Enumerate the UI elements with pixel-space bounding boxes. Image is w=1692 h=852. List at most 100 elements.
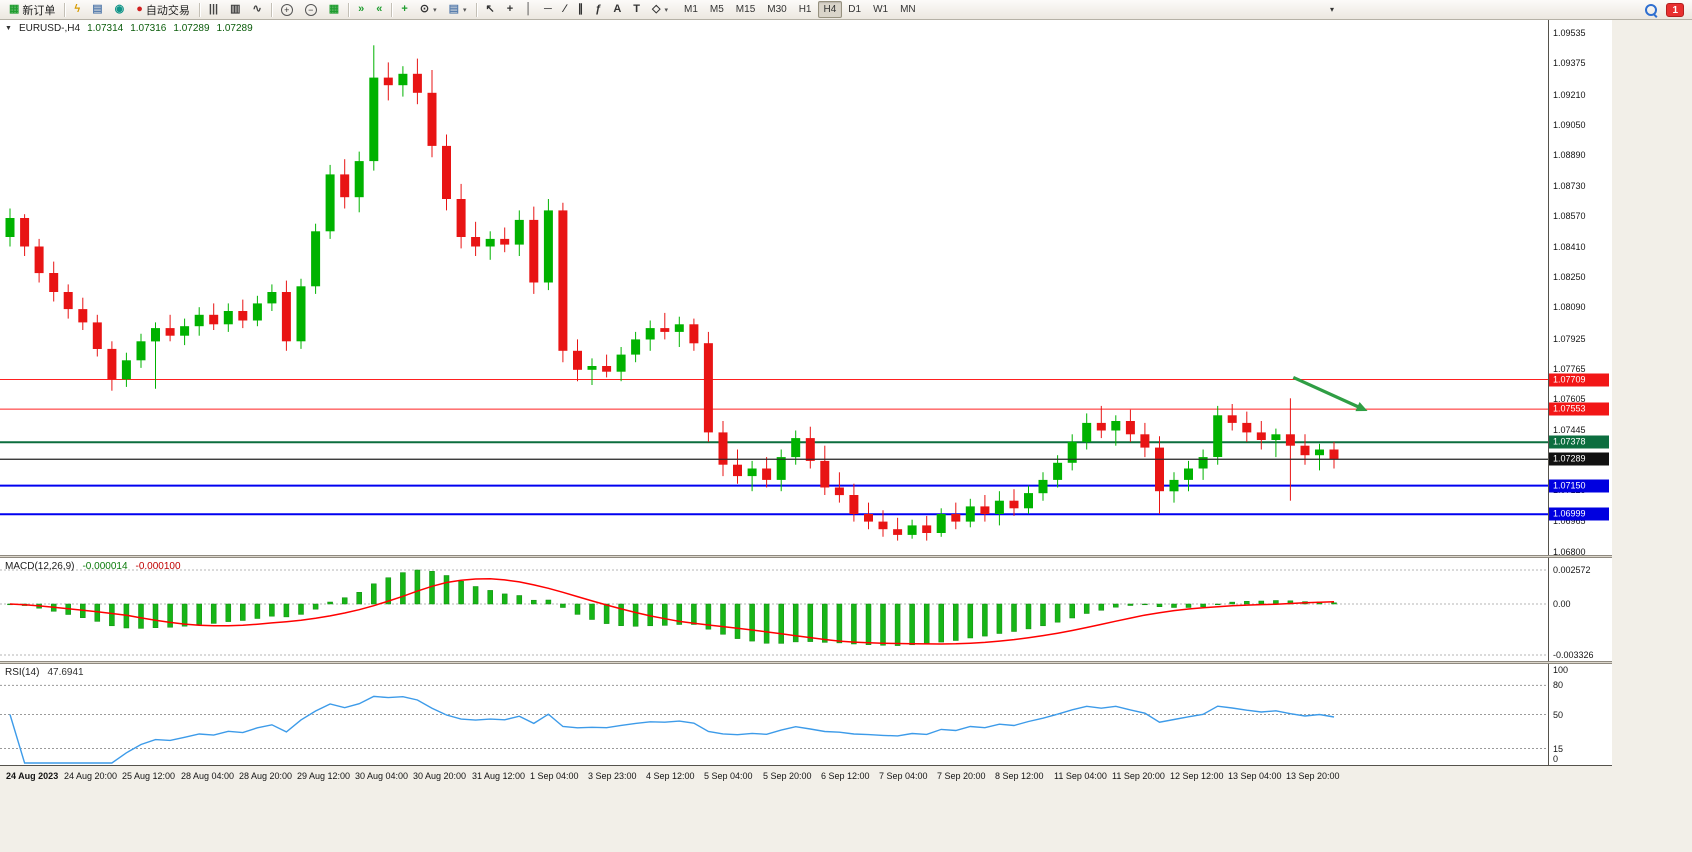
toolbar-buttons: ▦ 新订单 ϟ ▤ ◉ ● 自动交易 ||| ▥ ∿ + − ▦» «+ ⊙ ▾ ▤ ▾ ↖ + │ ─ ∕ ∥ ƒ A T ◇ ▾ (3, 0, 674, 19)
time-axis-label: 29 Aug 12:00 (297, 771, 351, 781)
macd-axis-label: 0.002572 (1553, 565, 1591, 575)
macd-axis-label: 0.00 (1553, 599, 1571, 609)
price-tick-label: 1.09210 (1553, 89, 1586, 100)
clock-icon: ⊙ (419, 3, 430, 15)
toolbar-right: 1 (1644, 2, 1689, 17)
label-button[interactable]: T (627, 1, 646, 19)
time-axis-label: 11 Sep 04:00 (1054, 771, 1107, 781)
price-level-badge: 1.07709 (1549, 373, 1609, 386)
timeframe-toolbar: M1 M5 M15 M30 H1 H4 D1 W1 MN (678, 1, 922, 18)
rsi-name: RSI(14) (5, 667, 40, 678)
macd-histogram (7, 569, 1337, 646)
vertical-line-button[interactable]: │ (519, 1, 538, 19)
price-tick-label: 1.07445 (1553, 424, 1586, 435)
metaeditor-button[interactable]: ϟ (68, 1, 86, 19)
chevron-down-icon: ▾ (463, 6, 467, 14)
time-axis-label: 13 Sep 20:00 (1286, 771, 1340, 781)
price-tick-label: 1.09535 (1553, 28, 1586, 38)
autotrade-button-label: 自动交易 (145, 4, 190, 17)
crosshair-button[interactable]: + (501, 1, 519, 19)
price-level-badge: 1.07289 (1549, 452, 1609, 466)
price-tick-label: 1.07765 (1553, 363, 1586, 374)
time-axis-label: 24 Aug 2023 (6, 771, 59, 781)
new-order-button[interactable]: ▦ 新订单 (3, 1, 61, 19)
candlestick-mode-button[interactable]: ▥ (224, 1, 246, 19)
time-axis-label: 8 Sep 12:00 (995, 771, 1044, 781)
rsi-axis-label: 15 (1553, 743, 1564, 754)
indicators-button[interactable]: + (395, 1, 413, 19)
lightning-icon: ϟ (74, 3, 81, 15)
text-button[interactable]: A (607, 1, 627, 19)
time-axis-label: 7 Sep 04:00 (879, 771, 928, 781)
cursor-button[interactable]: ↖ (480, 1, 501, 19)
auto-scroll-button[interactable]: » (352, 1, 370, 19)
candlestick-icon: ▥ (230, 3, 241, 15)
chevron-down-icon: ▾ (664, 6, 668, 14)
level-lines[interactable] (0, 379, 1548, 516)
main-chart-row: ▼ EURUSD-,H4 1.07314 1.07316 1.07289 1.0… (0, 20, 1692, 555)
horizontal-line-icon: ─ (544, 3, 552, 15)
zoom-in-button[interactable]: + (275, 1, 299, 19)
text-icon: A (613, 3, 622, 15)
price-tick-label: 1.07925 (1553, 333, 1586, 344)
macd-axis[interactable]: 0.002572 0.00 -0.003326 (1548, 558, 1612, 661)
templates-button[interactable]: ▤ ▾ (443, 1, 473, 19)
macd-canvas[interactable] (0, 558, 1548, 661)
channel-button[interactable]: ∥ (572, 1, 590, 19)
search-icon[interactable] (1644, 3, 1658, 17)
price-level-badge: 1.06999 (1549, 507, 1609, 521)
community-button[interactable]: ◉ (109, 1, 131, 19)
time-axis-label: 25 Aug 12:00 (122, 771, 176, 781)
splitter-row (0, 661, 1692, 664)
cursor-icon: ↖ (485, 3, 495, 15)
timeframe-w1-button[interactable]: W1 (867, 1, 894, 18)
rsi-axis-label: 0 (1553, 754, 1559, 764)
price-axis[interactable]: 1.09535 1.09375 1.09210 1.09050 1.08890 1.087… (1548, 20, 1612, 555)
autotrade-button[interactable]: ● 自动交易 (130, 1, 196, 19)
periods-button[interactable]: ⊙ ▾ (414, 1, 443, 19)
shapes-button[interactable]: ◇ ▾ (646, 1, 674, 19)
fibonacci-button[interactable]: ƒ (589, 1, 607, 19)
print-button[interactable]: ▤ (86, 1, 108, 19)
macd-label: MACD(12,26,9) -0.000014 -0.000100 (5, 561, 181, 572)
timeframe-mn-button[interactable]: MN (894, 1, 922, 18)
tile-windows-button[interactable]: ▦ (323, 1, 345, 19)
trend-arrow[interactable] (1292, 375, 1368, 412)
timeframe-h1-button[interactable]: H1 (793, 1, 818, 18)
horizontal-line-button[interactable]: ─ (538, 1, 558, 19)
timeframe-m15-button[interactable]: M15 (730, 1, 761, 18)
panel-splitter[interactable] (0, 661, 1612, 664)
zoom-out-button[interactable]: − (299, 1, 323, 19)
price-chart-canvas[interactable] (0, 20, 1548, 555)
panel-splitter[interactable] (0, 555, 1612, 558)
vertical-line-icon: │ (525, 3, 533, 15)
time-axis[interactable]: 24 Aug 2023 24 Aug 20:00 25 Aug 12:00 28 Au… (0, 765, 1548, 786)
bar-chart-icon: ||| (208, 3, 219, 15)
line-chart-mode-button[interactable]: ∿ (247, 1, 268, 19)
toolbar-separator (64, 2, 66, 17)
timeframe-m5-button[interactable]: M5 (704, 1, 730, 18)
notification-badge[interactable]: 1 (1666, 2, 1684, 17)
bar-chart-mode-button[interactable]: ||| (203, 1, 224, 19)
ohlc-open: 1.07314 (87, 23, 124, 34)
macd-row: MACD(12,26,9) -0.000014 -0.000100 0.0025… (0, 558, 1692, 661)
time-axis-label: 28 Aug 20:00 (239, 771, 293, 781)
trendline-button[interactable]: ∕ (558, 1, 572, 19)
rsi-axis[interactable]: 100 80 50 15 0 (1548, 664, 1612, 765)
rsi-canvas[interactable] (0, 664, 1548, 765)
symbol-dropdown-icon[interactable]: ▼ (5, 25, 12, 32)
price-tick-label: 1.08250 (1553, 271, 1586, 282)
timeframe-m30-button[interactable]: M30 (761, 1, 792, 18)
toolbar-separator (348, 2, 350, 17)
fibonacci-icon: ƒ (595, 3, 602, 15)
time-axis-label: 11 Sep 20:00 (1112, 771, 1165, 781)
window-gutter (1612, 765, 1692, 786)
time-axis-label: 3 Sep 23:00 (588, 771, 637, 781)
chart-shift-button[interactable]: « (370, 1, 388, 19)
timeframe-h4-button[interactable]: H4 (817, 1, 843, 18)
toolbar-overflow-icon[interactable]: ▾ (1330, 5, 1335, 14)
timeframe-d1-button[interactable]: D1 (842, 1, 867, 18)
label-icon: T (633, 3, 640, 15)
timeframe-m1-button[interactable]: M1 (678, 1, 704, 18)
